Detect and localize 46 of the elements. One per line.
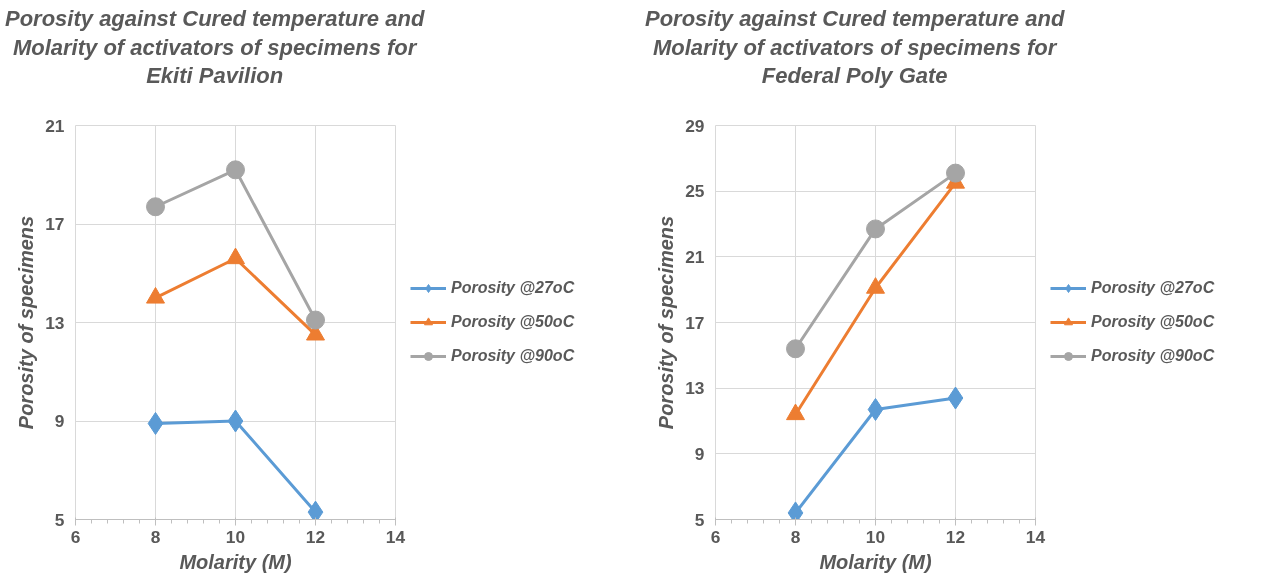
x-tick-label: 10 (865, 526, 886, 547)
y-axis-title: Porosity of specimens (15, 215, 38, 430)
point (946, 163, 965, 183)
legend-label: Porosity @27oC (451, 279, 575, 297)
chart-title: Porosity against Cured temperature and Molarity of activators of specimens for Ekiti Pavilion (5, 5, 425, 91)
legend-label: Porosity @50oC (451, 313, 575, 331)
y-tick-label: 5 (54, 509, 65, 530)
legend-label: Porosity @50oC (1091, 313, 1215, 331)
x-tick-label: 14 (1025, 526, 1046, 547)
chart-title: Porosity against Cured temperature and Molarity of activators of specimens for Federal Poly Gate (645, 5, 1065, 91)
point (227, 409, 244, 433)
y-tick-label: 9 (54, 411, 65, 431)
x-tick-label: 12 (945, 526, 966, 547)
point (866, 219, 885, 239)
y-tick-label: 13 (685, 378, 705, 399)
y-tick-label: 21 (685, 246, 705, 267)
point (866, 277, 885, 294)
x-axis-title: Molarity (M) (179, 550, 292, 573)
point (786, 403, 805, 421)
y-tick-label: 21 (45, 115, 65, 136)
x-tick-label: 14 (385, 526, 406, 547)
y-tick-label: 9 (694, 443, 705, 464)
point (947, 386, 964, 410)
x-tick-label: 6 (710, 526, 721, 547)
legend-label: Porosity @90oC (451, 347, 575, 365)
y-tick-label: 5 (694, 509, 705, 530)
y-axis-title: Porosity of specimens (655, 215, 678, 430)
y-tick-label: 13 (45, 312, 65, 333)
x-axis-title: Molarity (M) (819, 550, 932, 573)
legend-label: Porosity @90oC (1091, 347, 1215, 365)
x-tick-label: 8 (790, 526, 801, 547)
y-tick-label: 17 (685, 312, 705, 333)
x-tick-label: 6 (70, 526, 81, 547)
x-tick-label: 8 (150, 526, 161, 547)
x-tick-label: 10 (225, 526, 246, 547)
point (306, 310, 325, 330)
point (146, 197, 165, 217)
y-tick-label: 25 (685, 181, 705, 202)
point (786, 339, 805, 359)
point (226, 160, 245, 180)
y-tick-label: 17 (45, 214, 65, 234)
point (147, 411, 164, 435)
point (867, 398, 884, 422)
x-tick-label: 12 (305, 526, 326, 547)
legend-label: Porosity @27oC (1091, 279, 1215, 297)
y-tick-label: 29 (685, 115, 705, 136)
